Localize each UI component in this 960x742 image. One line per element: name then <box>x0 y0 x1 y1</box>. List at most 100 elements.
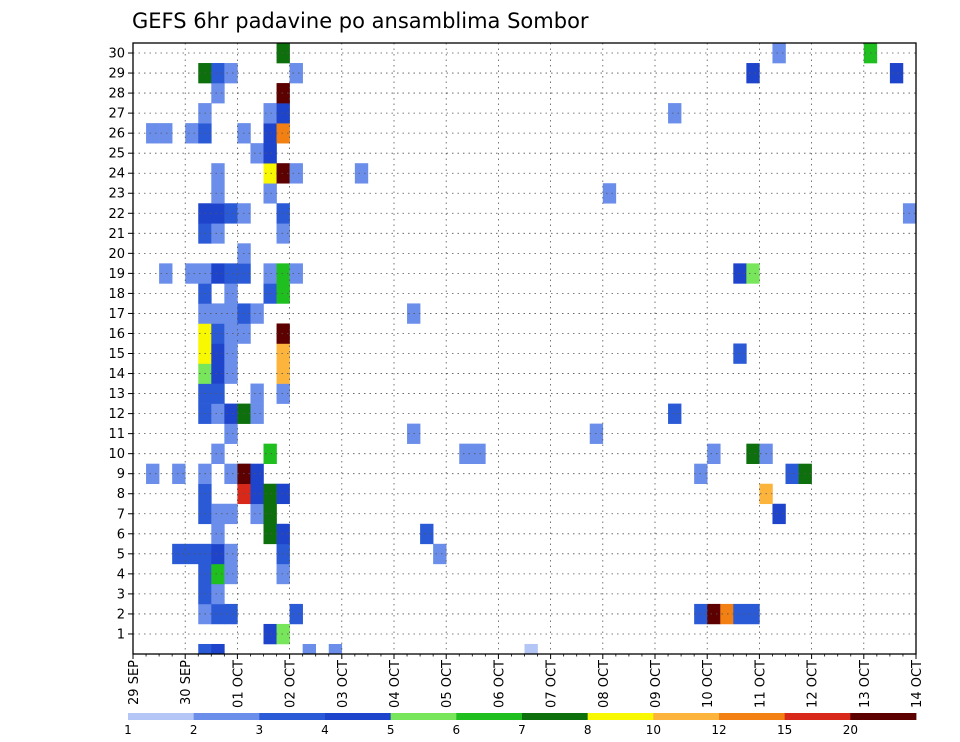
precip-cell <box>459 443 473 464</box>
precip-cell <box>263 143 277 164</box>
precip-cell <box>263 163 277 184</box>
precip-cell <box>733 343 747 364</box>
colorbar-label: 10 <box>646 723 661 737</box>
precip-cell <box>263 503 277 525</box>
colorbar-swatch <box>325 713 392 720</box>
precip-cell <box>224 203 238 224</box>
precip-cell <box>211 323 225 344</box>
precip-cell <box>707 443 721 464</box>
precip-cell <box>211 523 225 545</box>
precip-cell <box>211 643 225 654</box>
precip-cell <box>472 443 486 464</box>
colorbar-swatch <box>128 713 195 720</box>
precip-cell <box>720 603 734 625</box>
precip-cell <box>185 123 199 144</box>
precip-cell <box>772 503 786 525</box>
colorbar-label: 15 <box>777 723 792 737</box>
precip-cell <box>276 263 290 284</box>
x-tick-label: 07 OCT <box>545 660 560 708</box>
precip-cell <box>211 183 225 204</box>
precip-cell <box>263 283 277 304</box>
chart-title: GEFS 6hr padavine po ansamblima Sombor <box>132 9 589 33</box>
y-axis: 1234567891011121314151617181920212223242… <box>108 47 133 642</box>
x-tick-label: 06 OCT <box>492 660 507 708</box>
precip-cell <box>524 643 538 654</box>
precip-cell <box>433 543 447 565</box>
precip-cell <box>668 403 682 424</box>
y-tick-label: 30 <box>108 47 125 62</box>
precip-cell <box>785 463 799 485</box>
precip-cell <box>289 163 303 184</box>
y-tick-label: 15 <box>108 347 125 362</box>
y-tick-label: 28 <box>108 87 125 102</box>
colorbar-swatch <box>653 713 720 720</box>
precip-cell <box>250 143 264 164</box>
precip-cell <box>146 463 160 485</box>
precip-cell <box>772 43 786 64</box>
y-tick-label: 25 <box>108 147 125 162</box>
precip-cell <box>159 263 173 284</box>
precip-cell <box>746 443 760 464</box>
x-tick-label: 14 OCT <box>910 660 925 708</box>
y-tick-label: 26 <box>108 127 125 142</box>
precip-cell <box>224 363 238 384</box>
x-tick-label: 30 SEP <box>179 660 194 705</box>
precip-cell <box>146 123 160 144</box>
colorbar-label: 8 <box>584 723 592 737</box>
colorbar-swatch <box>456 713 523 720</box>
x-tick-label: 13 OCT <box>858 660 873 708</box>
precip-cell <box>276 103 290 124</box>
x-tick-label: 01 OCT <box>231 660 246 708</box>
colorbar-swatch <box>719 713 786 720</box>
precip-cell <box>354 163 369 184</box>
precip-cell <box>276 283 290 304</box>
precip-cell <box>159 123 173 144</box>
precip-cells <box>146 43 929 654</box>
precip-cell <box>224 503 238 525</box>
precip-cell <box>250 503 264 525</box>
x-tick-label: 08 OCT <box>597 660 612 708</box>
y-tick-label: 8 <box>117 487 125 502</box>
y-tick-label: 2 <box>117 607 125 622</box>
precip-cell <box>224 543 238 565</box>
precip-cell <box>276 623 290 645</box>
y-tick-label: 11 <box>108 427 125 442</box>
precip-cell <box>263 523 277 545</box>
colorbar-label: 3 <box>256 723 264 737</box>
precip-cell <box>211 503 225 525</box>
precip-cell <box>263 183 277 204</box>
y-tick-label: 24 <box>108 167 125 182</box>
precip-cell <box>211 303 225 324</box>
precip-cell <box>276 83 290 104</box>
precip-cell <box>289 263 303 284</box>
precip-cell <box>602 183 617 204</box>
y-tick-label: 1 <box>117 627 125 642</box>
precip-cell <box>916 203 929 223</box>
precip-cell <box>276 563 290 585</box>
precip-cell <box>263 103 277 124</box>
precip-cell <box>250 303 264 324</box>
precip-cell <box>211 223 225 244</box>
precip-cell <box>211 443 225 464</box>
y-tick-label: 4 <box>117 567 125 582</box>
colorbar-label: 1 <box>124 723 132 737</box>
precip-cell <box>211 543 225 565</box>
precip-cell <box>224 403 238 424</box>
colorbar-swatch <box>587 713 654 720</box>
precip-cell <box>250 383 264 404</box>
y-tick-label: 5 <box>117 547 125 562</box>
precip-cell <box>289 603 303 625</box>
precip-cell <box>211 563 225 585</box>
precip-cell <box>302 643 316 654</box>
precip-cell <box>746 263 760 284</box>
precip-cell <box>211 163 225 184</box>
x-axis: 29 SEP 30 SEP 01 OCT 02 OCT 03 OCT 04 OCT 05 O… <box>127 654 925 708</box>
precip-cell <box>211 203 225 224</box>
precip-cell <box>250 403 264 424</box>
precip-cell <box>224 303 238 324</box>
precip-cell <box>224 463 238 485</box>
precip-cell <box>733 263 747 284</box>
precip-cell <box>224 63 238 84</box>
precip-cell <box>224 343 238 364</box>
